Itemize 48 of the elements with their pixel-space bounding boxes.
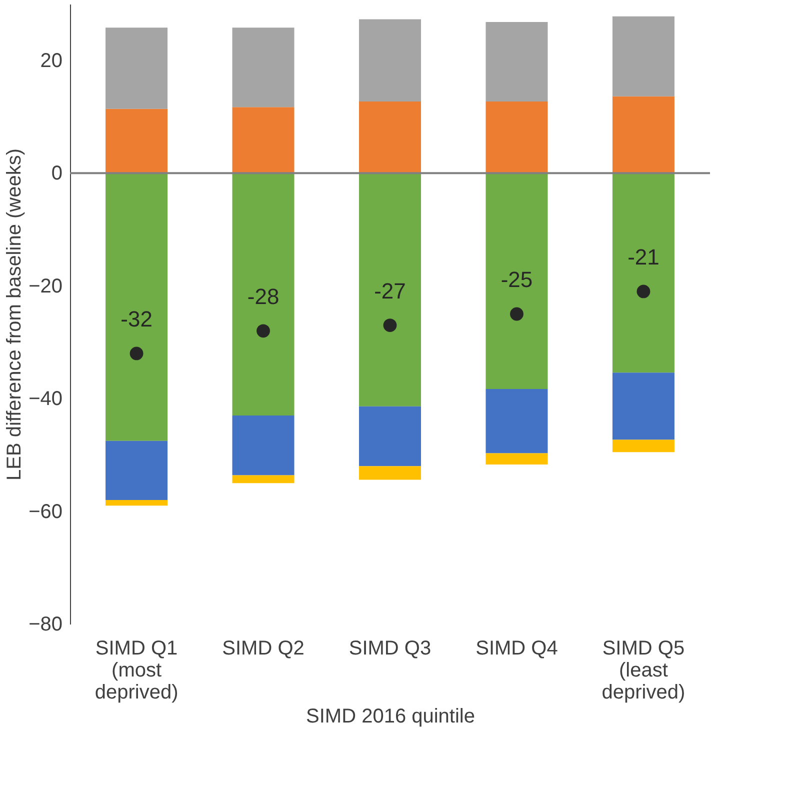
data-label: -25	[500, 267, 533, 292]
bar	[232, 28, 294, 108]
bar	[612, 440, 674, 452]
y-tick-label: 20	[40, 50, 62, 72]
bar	[232, 173, 294, 416]
x-tick-label: SIMD Q2	[222, 638, 304, 660]
point	[636, 284, 650, 298]
bar	[612, 372, 674, 440]
bar	[232, 107, 294, 174]
bar	[106, 440, 168, 500]
data-label: -32	[120, 306, 152, 332]
y-tick-label: −60	[28, 500, 62, 523]
x-tick-label: SIMD Q1 (most deprived)	[94, 638, 178, 704]
x-tick-label: SIMD Q5 (least deprived)	[602, 638, 686, 704]
x-tick-label: SIMD Q4	[476, 638, 558, 660]
data-label: -21	[628, 244, 660, 270]
bar	[232, 475, 294, 484]
bar	[486, 453, 548, 464]
bar	[106, 108, 168, 174]
bar	[359, 406, 421, 466]
bar	[359, 102, 421, 174]
bar	[612, 16, 674, 96]
bar	[486, 388, 548, 454]
data-label: -28	[247, 284, 280, 309]
data-label: -27	[374, 278, 406, 304]
y-tick-label: 0	[51, 162, 62, 185]
point	[130, 346, 144, 360]
y-tick-label: −20	[28, 275, 62, 298]
point	[383, 318, 397, 332]
x-tick-label: SIMD Q3	[348, 638, 432, 660]
bar	[106, 500, 168, 506]
bar	[612, 173, 674, 373]
bar	[486, 173, 548, 389]
bar	[359, 173, 421, 406]
bar	[612, 96, 674, 174]
y-tick-label: −40	[28, 388, 62, 410]
bar	[106, 173, 168, 441]
bar	[232, 415, 294, 476]
bar	[486, 102, 548, 174]
y-axis-title: LEB difference from baseline (weeks)	[4, 148, 26, 481]
bar	[486, 22, 548, 102]
bar	[359, 466, 421, 480]
y-tick-label: −80	[28, 614, 62, 636]
bar	[359, 19, 421, 102]
x-axis-title: SIMD 2016 quintile	[306, 706, 475, 728]
bar	[106, 28, 168, 109]
point	[510, 307, 524, 321]
point	[256, 324, 270, 338]
